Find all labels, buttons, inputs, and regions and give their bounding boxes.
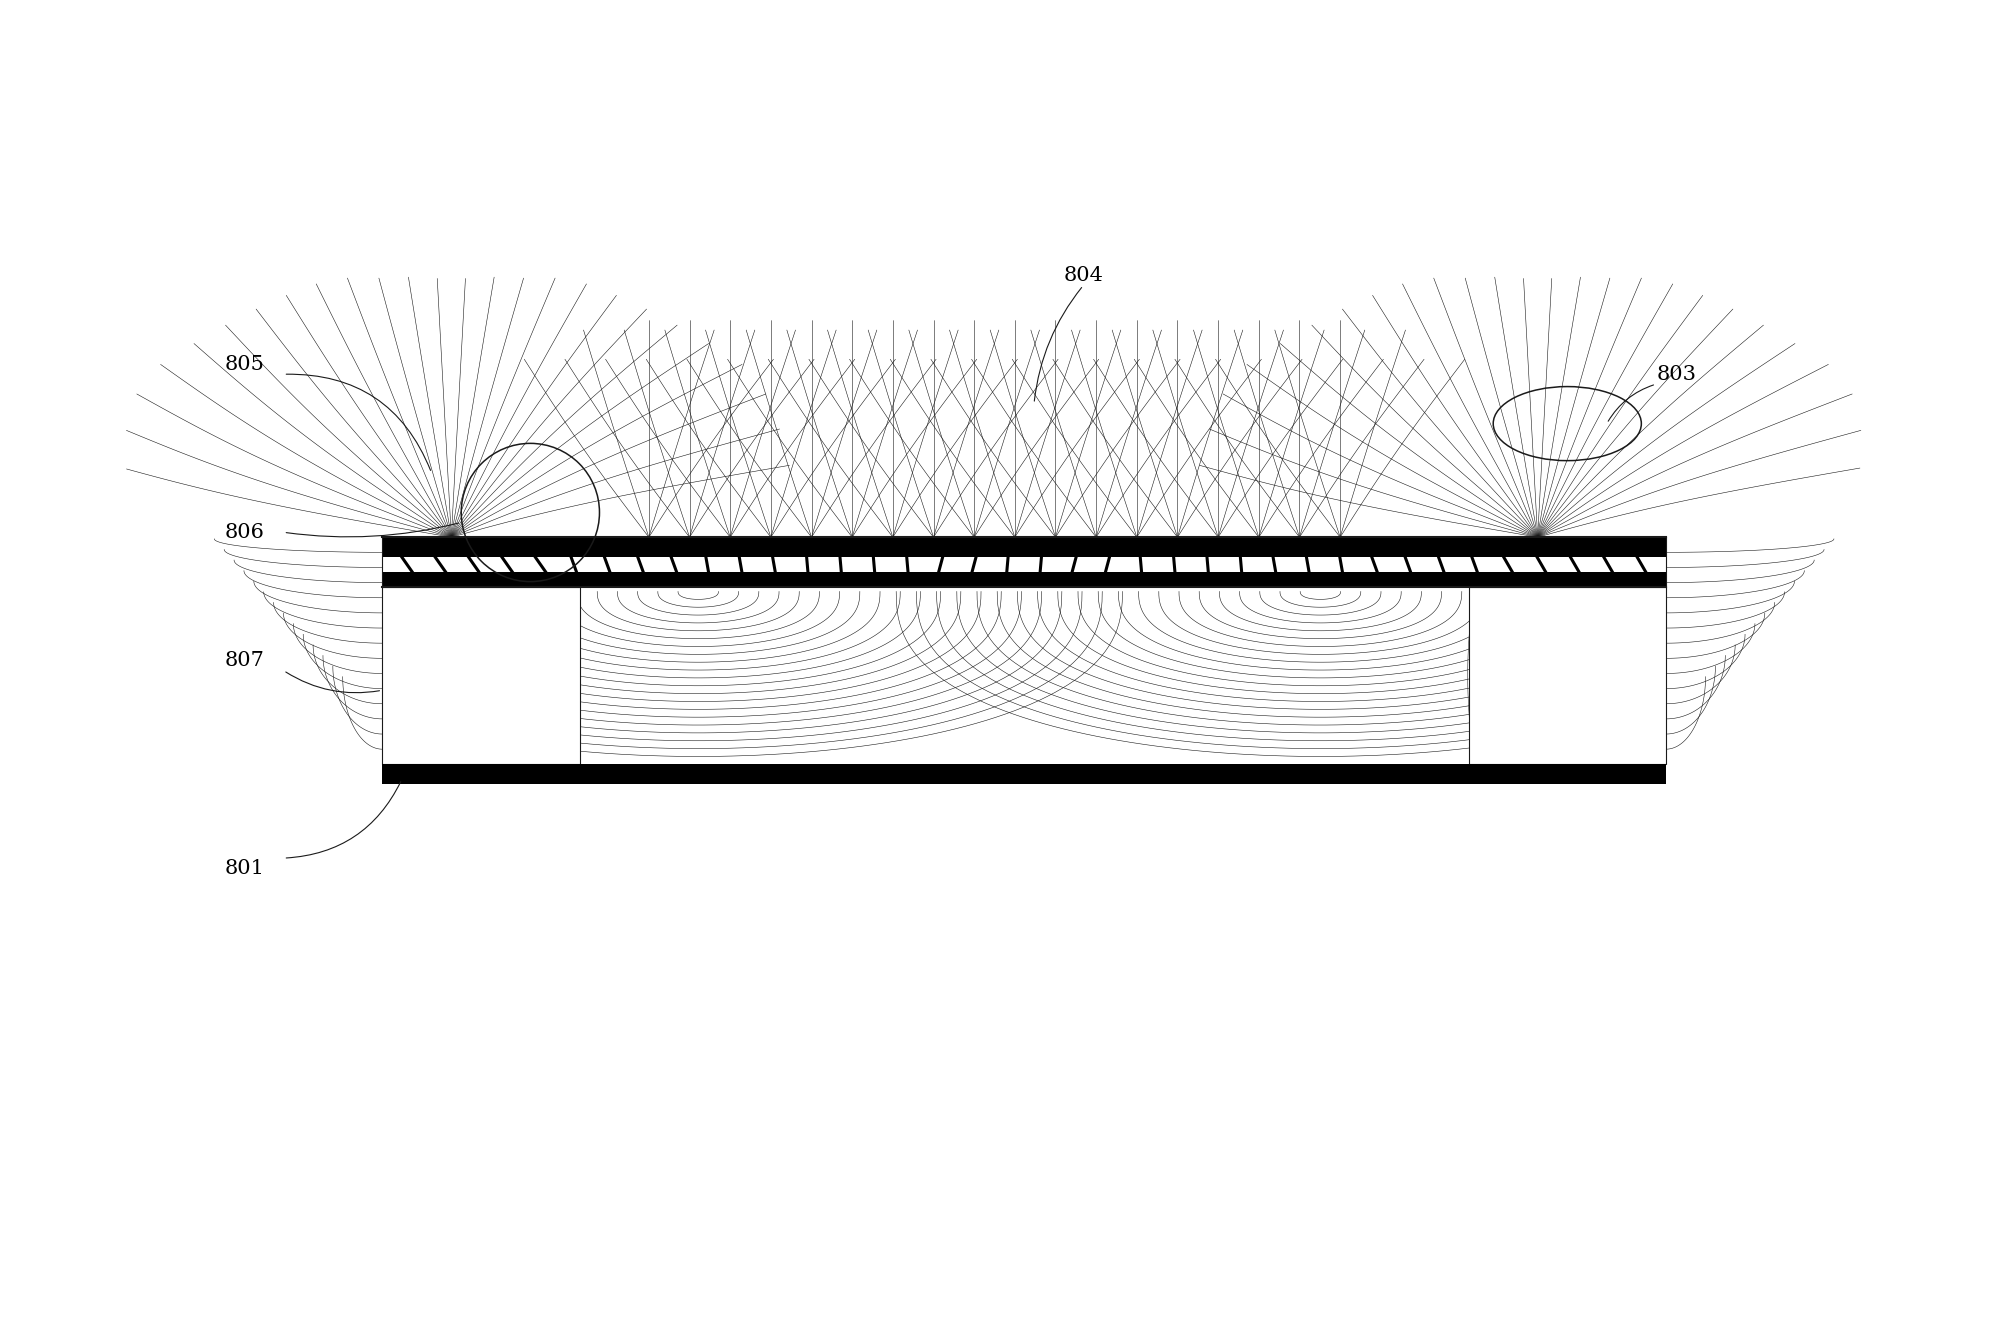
Text: 806: 806: [225, 523, 265, 542]
Text: 805: 805: [225, 355, 265, 374]
Text: 803: 803: [1657, 365, 1697, 384]
Bar: [382, 586, 579, 764]
Text: 807: 807: [225, 652, 265, 670]
Bar: [382, 557, 1667, 571]
Bar: [1468, 586, 1667, 764]
Bar: [382, 764, 1667, 784]
Bar: [382, 571, 1667, 586]
Text: 804: 804: [1064, 266, 1104, 286]
Text: 801: 801: [225, 858, 265, 877]
Bar: [382, 538, 1667, 557]
